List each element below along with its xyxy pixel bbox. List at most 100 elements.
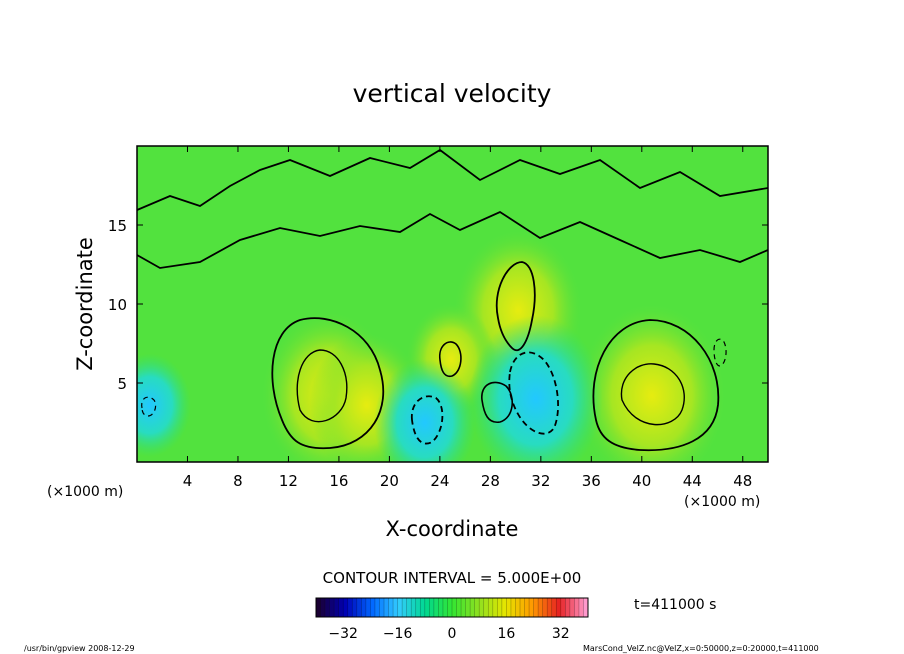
colorbar-cell (456, 598, 462, 617)
x-tick-label: 44 (683, 472, 702, 490)
colorbar-cell (393, 598, 398, 617)
colorbar-cell (547, 598, 553, 617)
y-axis: 5 10 15 (108, 217, 768, 393)
colorbar-cell (483, 598, 489, 617)
x-tick-label: 36 (582, 472, 601, 490)
y-tick-label: 15 (108, 217, 127, 235)
colorbar-cell (429, 598, 435, 617)
x-axis: 4 8 12 16 20 24 28 32 36 40 44 48 (183, 146, 752, 490)
colorbar-cell (578, 598, 584, 617)
colorbar-tick-label: 32 (552, 626, 570, 642)
x-tick-label: 48 (733, 472, 752, 490)
colorbar-cell (492, 598, 498, 617)
colorbar-cell (520, 598, 525, 617)
contour-downdraft-center (508, 351, 559, 435)
colorbar-cell (316, 598, 321, 617)
colorbar-cell (379, 598, 385, 617)
colorbar-cell (515, 598, 521, 617)
colorbar-cell (461, 598, 466, 617)
colorbar-tick-label: 0 (448, 626, 457, 642)
colorbar-cell (406, 598, 412, 617)
colorbar-cell (338, 598, 344, 617)
colorbar-cell (424, 598, 430, 617)
colorbar-cell (529, 598, 534, 617)
footer-right: MarsCond_VelZ.nc@VelZ,x=0:50000,z=0:2000… (583, 644, 819, 653)
x-unit-right: (×1000 m) (684, 494, 760, 510)
colorbar-cell (560, 598, 566, 617)
plot-area (137, 146, 768, 462)
colorbar-cell (583, 598, 589, 617)
updraft-region-2 (578, 304, 726, 462)
colorbar-cell (347, 598, 353, 617)
x-tick-label: 28 (481, 472, 500, 490)
colorbar-cell (501, 598, 507, 617)
colorbar-cell (320, 598, 326, 617)
colorbar-cell (397, 598, 403, 617)
x-tick-label: 20 (380, 472, 399, 490)
contour-plume (495, 261, 536, 351)
time-label: t=411000 s (634, 597, 716, 613)
x-tick-label: 12 (279, 472, 298, 490)
x-tick-label: 24 (430, 472, 449, 490)
colorbar-cell (438, 598, 444, 617)
x-tick-label: 4 (183, 472, 193, 490)
colorbar-cell (479, 598, 485, 617)
colorbar-cell (384, 598, 389, 617)
colorbar (315, 598, 589, 617)
colorbar-tick-label: 16 (497, 626, 515, 642)
colorbar-tick-label: −32 (328, 626, 358, 642)
y-tick-label: 10 (108, 296, 127, 314)
colorbar-cell (506, 598, 512, 617)
y-axis-label: Z-coordinate (73, 237, 97, 371)
downdraft-region-6 (373, 359, 476, 462)
contour-downdraft-small (141, 396, 157, 417)
colorbar-cell (356, 598, 362, 617)
chart-title: vertical velocity (353, 79, 552, 108)
colorbar-cell (569, 598, 575, 617)
x-tick-label: 16 (329, 472, 348, 490)
contour-right-inner (620, 363, 685, 426)
colorbar-cell (352, 598, 358, 617)
downdraft-region-5 (469, 315, 603, 462)
contour-interval-label: CONTOUR INTERVAL = 5.000E+00 (323, 569, 582, 587)
colorbar-cell (470, 598, 475, 617)
colorbar-cell (574, 598, 580, 617)
colorbar-cell (488, 598, 494, 617)
colorbar-cell (542, 598, 548, 617)
contour-lines (137, 148, 768, 452)
downdraft-region-7 (137, 353, 191, 457)
colorbar-cell (388, 598, 394, 617)
footer-left: /usr/bin/gpview 2008-12-29 (24, 644, 135, 653)
colorbar-ticks: −32 −16 0 16 32 (328, 626, 569, 642)
colorbar-cell (524, 598, 530, 617)
colorbar-cell (365, 598, 371, 617)
colorbar-cell (420, 598, 426, 617)
colorbar-cell (411, 598, 417, 617)
colorbar-cell (551, 598, 557, 617)
colorbar-cell (329, 598, 335, 617)
colorbar-cell (334, 598, 339, 617)
x-unit-left: (×1000 m) (47, 484, 123, 500)
colorbar-cell (447, 598, 453, 617)
colorbar-cell (415, 598, 421, 617)
contour-downdraft-left (411, 395, 444, 445)
y-tick-label: 5 (117, 375, 127, 393)
zero-contour-top (137, 148, 768, 211)
colorbar-cell (474, 598, 480, 617)
contour-left-inner (296, 349, 348, 423)
x-tick-label: 8 (233, 472, 243, 490)
colorbar-cell (538, 598, 543, 617)
contour-center-updraft (481, 381, 513, 424)
colorbar-cell (510, 598, 516, 617)
colorbar-tick-label: −16 (383, 626, 413, 642)
colorbar-cell (465, 598, 471, 617)
colorbar-cell (361, 598, 367, 617)
colorbar-cell (442, 598, 448, 617)
colorbar-cell (370, 598, 376, 617)
contour-left-updraft (271, 317, 385, 450)
x-axis-label: X-coordinate (386, 517, 519, 541)
colorbar-cell (402, 598, 407, 617)
colorbar-cell (556, 598, 562, 617)
colorbar-cell (533, 598, 539, 617)
